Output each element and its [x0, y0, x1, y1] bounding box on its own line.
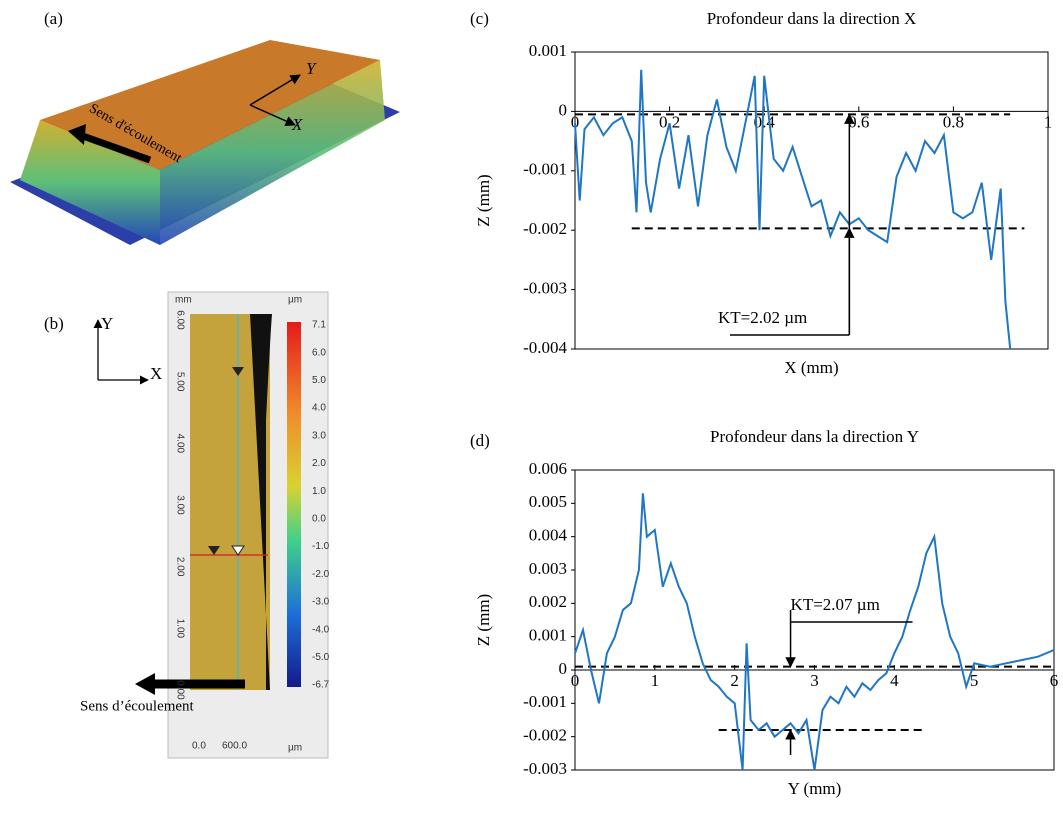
y-tick-label: -0.003	[523, 279, 567, 298]
block-side	[20, 120, 160, 245]
y-tick-label: -0.001	[523, 160, 567, 179]
unit-label: mm	[175, 295, 192, 306]
y-tick-label: 0	[559, 659, 568, 678]
axis-arrow	[249, 104, 296, 126]
x-tick-label: 3	[810, 671, 819, 690]
colorbar	[287, 322, 301, 687]
colorbar-tick-label: 4.0	[312, 403, 326, 414]
profile-line	[574, 69, 1012, 350]
y-tick-label: 4.00	[174, 434, 185, 454]
colorbar-tick-label: -6.7	[312, 680, 330, 691]
y-tick-label: 3.00	[174, 495, 185, 515]
x-tick-label: 4	[890, 671, 899, 690]
y-axis-label: Z (mm)	[474, 594, 493, 646]
panel-label: (b)	[44, 314, 64, 333]
colorbar-tick-label: 2.0	[312, 458, 326, 469]
colorbar-tick-label: -2.0	[312, 569, 330, 580]
chart-title: Profondeur dans la direction X	[707, 9, 917, 28]
colorbar-tick-label: 6.0	[312, 347, 326, 358]
y-tick-label: 0.001	[529, 626, 567, 645]
colorbar-tick-label: -3.0	[312, 597, 330, 608]
y-tick-label: -0.003	[523, 759, 567, 778]
colorbar-tick-label: -5.0	[312, 652, 330, 663]
chart-title: Profondeur dans la direction Y	[710, 427, 919, 446]
y-tick-label: -0.001	[523, 692, 567, 711]
axis-label: Y	[306, 59, 317, 78]
flow-arrow-head	[135, 673, 155, 695]
colorbar-tick-label: -1.0	[312, 541, 330, 552]
y-tick-label: 0	[559, 100, 568, 119]
block-front	[160, 60, 385, 245]
y-tick-label: 0.005	[529, 492, 567, 511]
x-tick-label: 0	[571, 112, 580, 131]
axis-label: X	[150, 364, 162, 383]
y-tick-label: 1.00	[174, 619, 185, 639]
y-tick-label: 0.004	[529, 526, 568, 545]
map-edge	[250, 314, 272, 690]
y-tick-label: -0.002	[523, 219, 567, 238]
flow-arrow-head	[68, 124, 86, 145]
y-tick-label: -0.004	[523, 338, 567, 357]
y-tick-label: 6.00	[174, 310, 185, 330]
x-tick-label: 1	[1044, 112, 1053, 131]
colorbar-tick-label: 3.0	[312, 430, 326, 441]
x-tick-label: 5	[970, 671, 979, 690]
kt-annotation: KT=2.02 µm	[718, 113, 855, 336]
panel-label: (c)	[470, 9, 489, 28]
unit-label: µm	[288, 295, 302, 306]
colorbar-tick-label: 0.0	[312, 513, 326, 524]
x-tick-label: 0.8	[943, 112, 964, 131]
y-axis-label: Z (mm)	[474, 174, 493, 226]
colorbar-tick-label: -4.0	[312, 624, 330, 635]
axis-label: Y	[101, 314, 113, 333]
x-tick-label: 2	[730, 671, 739, 690]
axis-arrow	[249, 74, 301, 106]
y-tick-label: 0.001	[529, 41, 567, 60]
x-tick-label: 0	[571, 671, 580, 690]
kt-annotation: KT=2.07 µm	[785, 595, 913, 755]
flow-arrow	[78, 131, 152, 164]
y-tick-label: 0.006	[529, 459, 567, 478]
marker	[232, 367, 244, 376]
plot-frame	[574, 469, 1055, 771]
marker	[231, 545, 245, 556]
marker	[208, 546, 220, 555]
x-tick-label: 0.2	[659, 112, 680, 131]
y-tick-label: 0.002	[529, 592, 567, 611]
plot-frame	[574, 51, 1049, 350]
unit-label: µm	[288, 743, 302, 754]
x-tick-label: 0.0	[192, 741, 206, 752]
y-tick-label: 0.003	[529, 559, 567, 578]
panel-label: (d)	[470, 431, 490, 450]
kt-label: KT=2.07 µm	[791, 595, 880, 614]
kt-label: KT=2.02 µm	[718, 308, 807, 327]
x-axis-label: Y (mm)	[788, 779, 842, 798]
axis-label: X	[291, 115, 303, 134]
panel-label: (a)	[44, 9, 63, 28]
block-top	[40, 40, 380, 170]
profile-line	[574, 493, 1055, 771]
colorbar-tick-label: 5.0	[312, 375, 326, 386]
colorbar-tick-label: 1.0	[312, 486, 326, 497]
colorbar-tick-label: 7.1	[312, 320, 326, 331]
y-tick-label: 5.00	[174, 372, 185, 392]
x-axis-label: X (mm)	[784, 358, 838, 377]
y-tick-label: -0.002	[523, 726, 567, 745]
y-tick-label: 2.00	[174, 557, 185, 577]
x-tick-label: 6	[1050, 671, 1059, 690]
x-tick-label: 1	[651, 671, 660, 690]
y-tick-label: 0.00	[174, 680, 185, 700]
x-tick-label: 600.0	[222, 741, 247, 752]
annotation: Sens d’écoulement	[80, 698, 195, 714]
